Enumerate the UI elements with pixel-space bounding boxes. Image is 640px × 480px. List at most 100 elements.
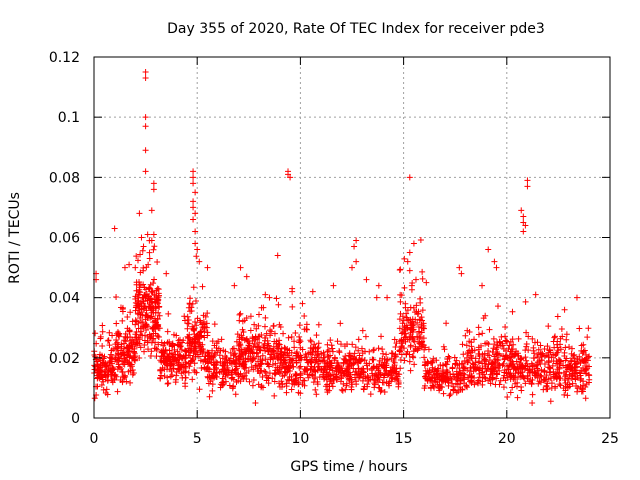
data-point xyxy=(162,346,169,353)
data-point xyxy=(276,370,283,377)
data-point xyxy=(191,340,198,347)
data-point xyxy=(551,344,558,351)
data-point xyxy=(360,368,367,375)
data-point xyxy=(353,378,360,385)
data-point xyxy=(264,374,271,381)
data-point xyxy=(148,237,155,244)
data-point xyxy=(333,368,340,375)
data-point xyxy=(218,336,225,343)
data-point xyxy=(524,183,531,190)
data-point xyxy=(443,361,450,368)
data-point xyxy=(556,374,563,381)
data-point xyxy=(254,336,261,343)
data-point xyxy=(478,342,485,349)
data-point xyxy=(522,380,529,387)
data-point xyxy=(104,337,111,344)
data-point xyxy=(96,375,103,382)
data-point xyxy=(230,345,237,352)
data-point xyxy=(118,343,125,350)
data-point xyxy=(398,292,405,299)
data-point xyxy=(250,366,257,373)
data-point xyxy=(515,335,522,342)
data-point xyxy=(164,380,171,387)
data-point xyxy=(149,288,156,295)
data-point xyxy=(464,350,471,357)
data-point xyxy=(479,381,486,388)
data-point xyxy=(373,294,380,301)
data-point xyxy=(301,313,308,320)
data-point xyxy=(134,310,141,317)
data-point xyxy=(417,236,424,243)
data-point xyxy=(258,367,265,374)
data-point xyxy=(308,357,315,364)
data-point xyxy=(205,366,212,373)
data-point xyxy=(192,298,199,305)
data-point xyxy=(237,310,244,317)
data-point xyxy=(148,348,155,355)
data-point xyxy=(258,304,265,311)
data-point xyxy=(157,375,164,382)
data-point xyxy=(237,264,244,271)
data-point xyxy=(380,350,387,357)
data-point xyxy=(351,243,358,250)
data-point xyxy=(493,264,500,271)
data-point xyxy=(297,363,304,370)
data-point xyxy=(475,366,482,373)
data-point xyxy=(203,324,210,331)
data-point xyxy=(476,352,483,359)
data-point xyxy=(251,321,258,328)
data-point xyxy=(454,381,461,388)
data-point xyxy=(154,300,161,307)
data-point xyxy=(538,353,545,360)
data-point xyxy=(288,334,295,341)
data-point xyxy=(575,358,582,365)
data-point xyxy=(231,359,238,366)
data-point xyxy=(105,377,112,384)
data-point xyxy=(139,312,146,319)
data-point xyxy=(160,353,167,360)
data-point xyxy=(107,351,114,358)
data-point xyxy=(102,371,109,378)
data-point xyxy=(262,314,269,321)
data-point xyxy=(553,376,560,383)
data-point xyxy=(277,324,284,331)
data-point xyxy=(411,361,418,368)
data-point xyxy=(227,349,234,356)
data-point xyxy=(459,341,466,348)
data-point xyxy=(468,377,475,384)
data-point xyxy=(188,346,195,353)
data-point xyxy=(114,344,121,351)
data-point xyxy=(257,360,264,367)
data-point xyxy=(429,364,436,371)
data-point xyxy=(563,331,570,338)
data-point xyxy=(178,355,185,362)
data-point xyxy=(205,353,212,360)
data-point xyxy=(121,340,128,347)
data-point xyxy=(463,342,470,349)
data-point xyxy=(480,315,487,322)
data-point xyxy=(222,378,229,385)
data-point xyxy=(445,353,452,360)
data-point xyxy=(466,357,473,364)
data-point xyxy=(287,174,294,181)
data-point xyxy=(210,353,217,360)
data-point xyxy=(353,237,360,244)
data-point xyxy=(251,340,258,347)
data-point xyxy=(311,341,318,348)
data-point xyxy=(545,323,552,330)
data-point xyxy=(213,365,220,372)
data-point xyxy=(100,386,107,393)
data-point xyxy=(150,231,157,238)
data-point xyxy=(198,364,205,371)
data-point xyxy=(311,354,318,361)
data-point xyxy=(538,357,545,364)
data-point xyxy=(514,379,521,386)
data-point xyxy=(554,338,561,345)
data-point xyxy=(334,373,341,380)
data-point xyxy=(153,353,160,360)
data-point xyxy=(338,386,345,393)
data-point xyxy=(310,367,317,374)
data-point xyxy=(115,357,122,364)
y-tick-label: 0.12 xyxy=(49,50,80,66)
chart-title: Day 355 of 2020, Rate Of TEC Index for r… xyxy=(167,21,545,37)
